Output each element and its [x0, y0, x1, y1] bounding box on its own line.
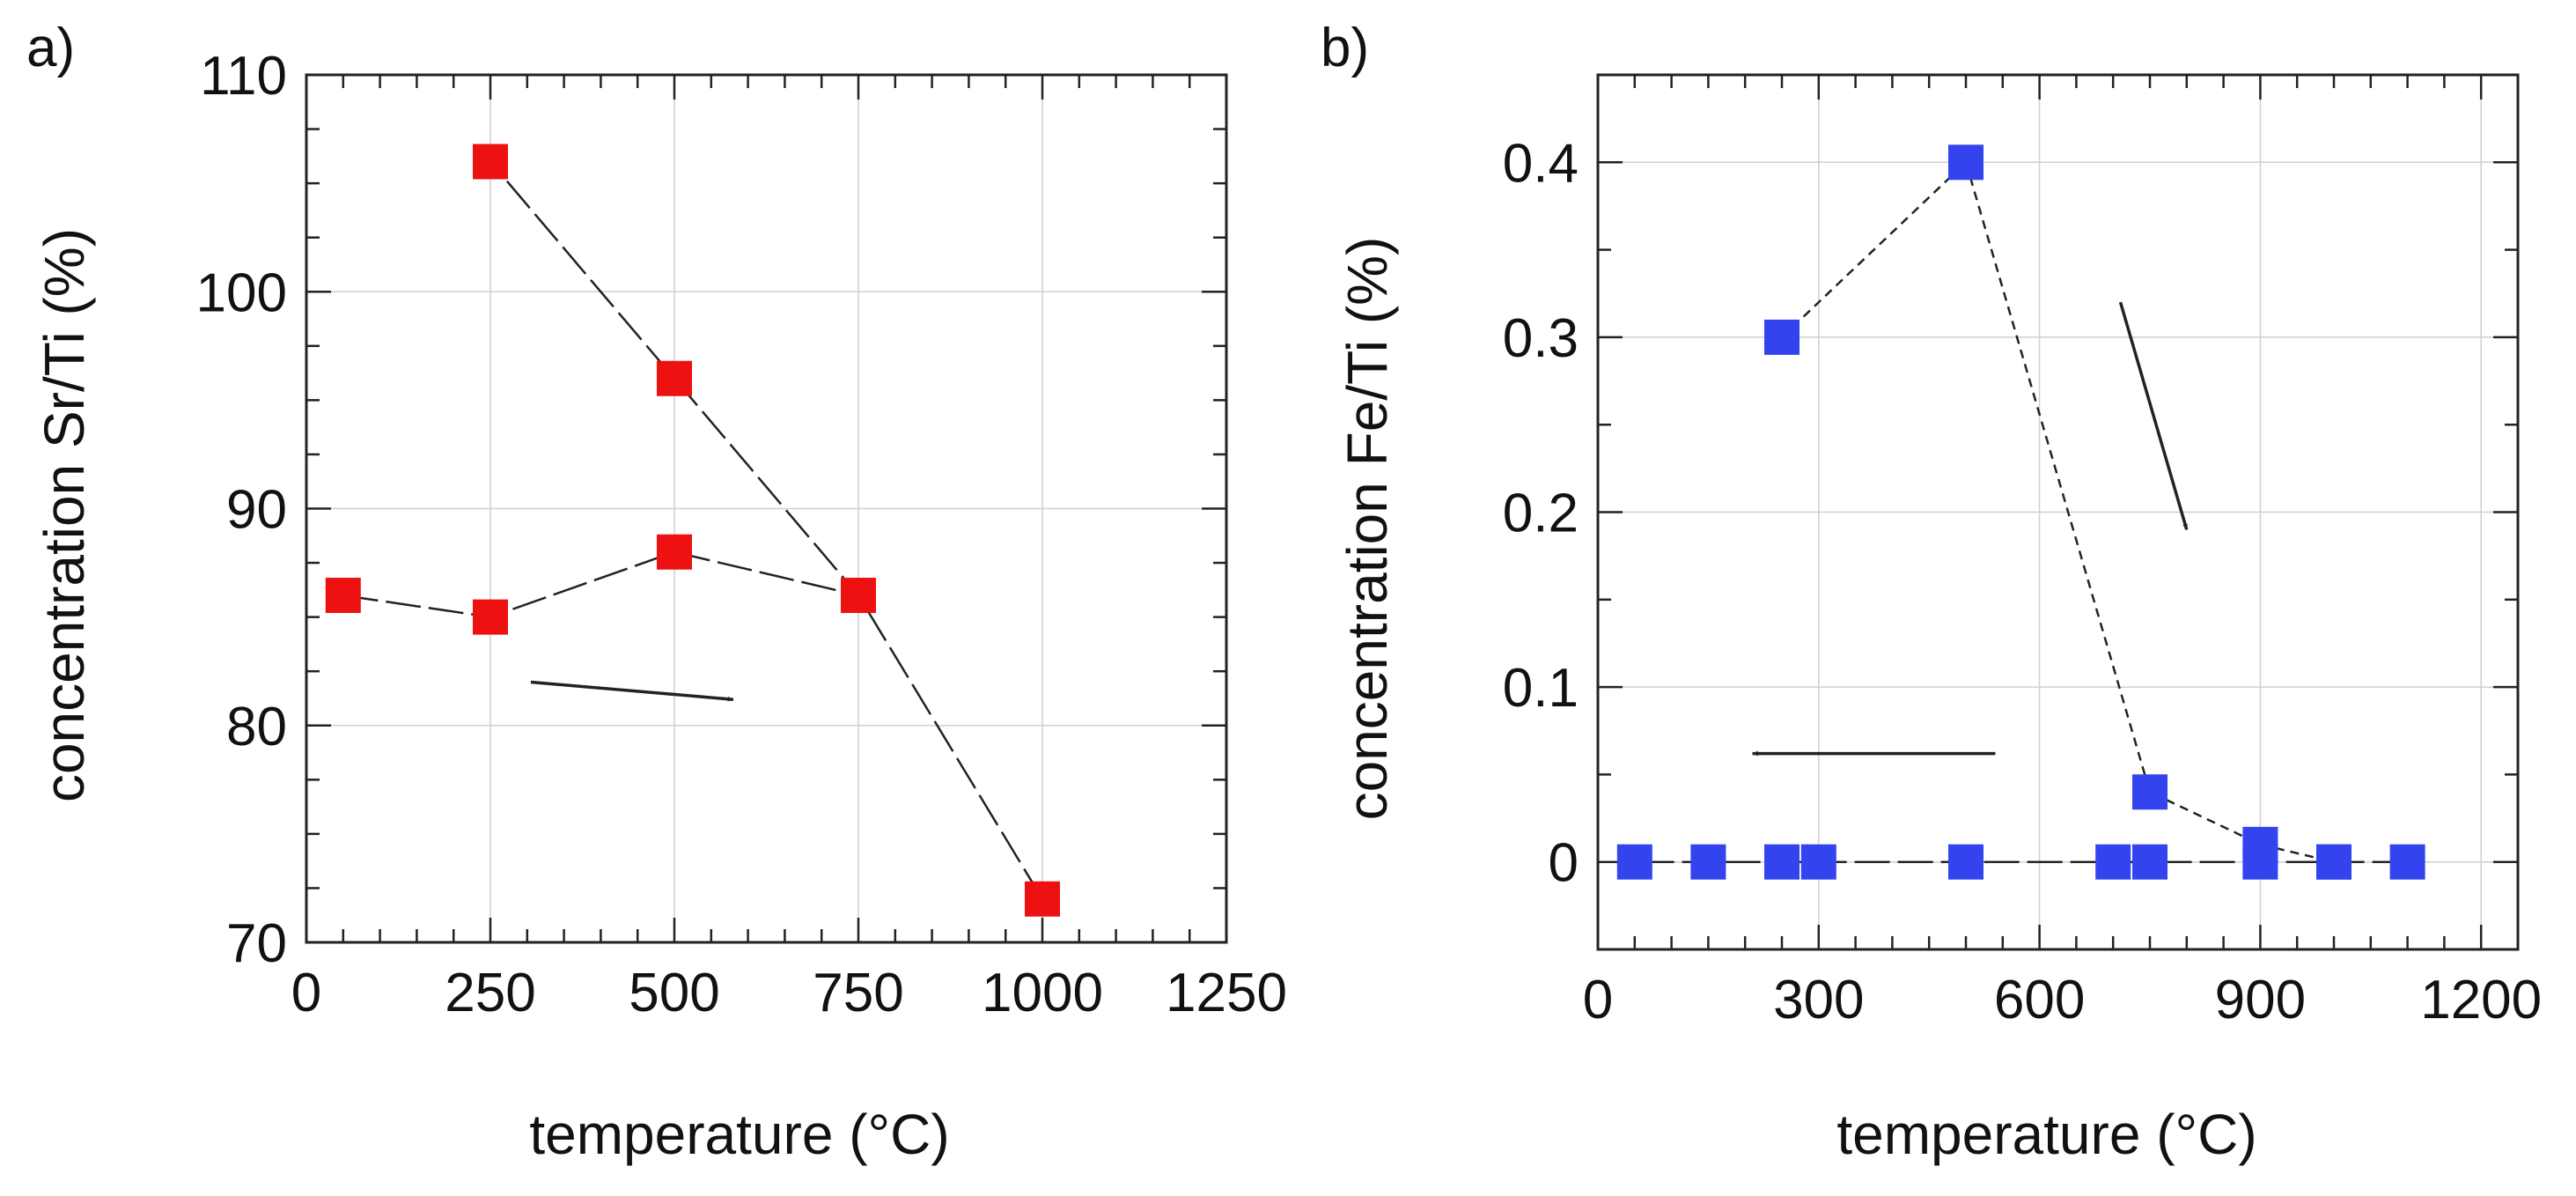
data-point-heating [473, 599, 508, 635]
data-point-cooling [2132, 774, 2168, 810]
x-tick-labels-b: 0 300 600 900 1200 [1583, 970, 2542, 1030]
x-tick-labels-a: 0 250 500 750 1000 1250 [291, 963, 1287, 1023]
grid-a [306, 75, 1226, 942]
y-tick-label: 110 [200, 46, 287, 107]
data-point-heating [1764, 844, 1800, 880]
series-line-cooling [1781, 159, 2335, 863]
x-tick-label: 900 [2215, 970, 2306, 1030]
series-line-cooling [489, 160, 1044, 900]
chart-panel-b: b) 0 300 600 900 1200 0 0.1 0.2 0.3 0.4 temperat… [1321, 18, 2542, 1166]
arrows-a [530, 680, 734, 702]
x-tick-label: 750 [813, 963, 903, 1023]
y-tick-label: 0 [1549, 833, 1579, 894]
panel-label-a: a) [26, 18, 75, 78]
x-tick-label: 1250 [1166, 963, 1287, 1023]
x-tick-label: 1200 [2420, 970, 2542, 1030]
x-tick-label: 300 [1773, 970, 1864, 1030]
plot-frame-b [1596, 73, 2520, 951]
x-tick-label: 250 [445, 963, 535, 1023]
x-tick-label: 0 [1583, 970, 1613, 1030]
x-axis-title-b: temperature (°C) [1836, 1103, 2256, 1166]
direction-arrow [530, 680, 734, 702]
arrows-b [1751, 301, 2189, 757]
data-point-heating [1690, 844, 1726, 880]
y-tick-labels-b: 0 0.1 0.2 0.3 0.4 [1503, 133, 1579, 893]
series-line-heating [342, 550, 859, 618]
y-tick-label: 0.2 [1503, 484, 1579, 544]
y-tick-label: 0.3 [1503, 308, 1579, 369]
data-point-cooling [1764, 319, 1800, 355]
y-tick-label: 0.4 [1503, 133, 1579, 194]
series-lines-a [342, 160, 1044, 900]
ticks-b [1596, 73, 2520, 951]
y-tick-label: 80 [226, 697, 287, 757]
plot-frame-a [305, 73, 1228, 944]
data-point-cooling [473, 144, 508, 180]
series-lines-b [1634, 159, 2408, 863]
x-tick-label: 500 [629, 963, 719, 1023]
y-axis-title-a: concentration Sr/Ti (%) [33, 228, 96, 802]
data-point-heating [657, 534, 692, 570]
data-point-cooling [2316, 844, 2352, 880]
y-tick-labels-a: 70 80 90 100 110 [196, 46, 287, 974]
y-axis-title-b: concentration Fe/Ti (%) [1336, 237, 1399, 821]
data-point-heating [2095, 844, 2131, 880]
data-point-heating [2132, 844, 2168, 880]
grid-b [1598, 75, 2518, 949]
y-tick-label: 70 [226, 913, 287, 974]
data-point-heating [2389, 844, 2425, 880]
data-points-a [325, 144, 1060, 917]
x-axis-title-a: temperature (°C) [529, 1103, 949, 1166]
x-tick-label: 1000 [982, 963, 1103, 1023]
y-tick-label: 0.1 [1503, 658, 1579, 719]
data-point-heating [1800, 844, 1836, 880]
panel-label-b: b) [1321, 18, 1369, 78]
x-tick-label: 600 [1994, 970, 2085, 1030]
data-point-cooling [2242, 826, 2278, 862]
data-points-b [1616, 144, 2425, 880]
direction-arrow [2118, 301, 2189, 531]
data-point-cooling [1948, 144, 1984, 181]
data-point-cooling [1025, 881, 1060, 917]
data-point-cooling [841, 578, 876, 613]
data-point-heating [1616, 844, 1652, 880]
data-point-heating [1948, 844, 1984, 880]
x-tick-label: 0 [291, 963, 321, 1023]
y-tick-label: 100 [196, 262, 287, 323]
y-tick-label: 90 [226, 480, 287, 541]
data-point-cooling [657, 360, 692, 396]
data-point-heating [325, 578, 361, 613]
chart-panel-a: a) 0 250 500 750 1000 1250 70 80 90 100 110 tempe… [26, 18, 1287, 1166]
